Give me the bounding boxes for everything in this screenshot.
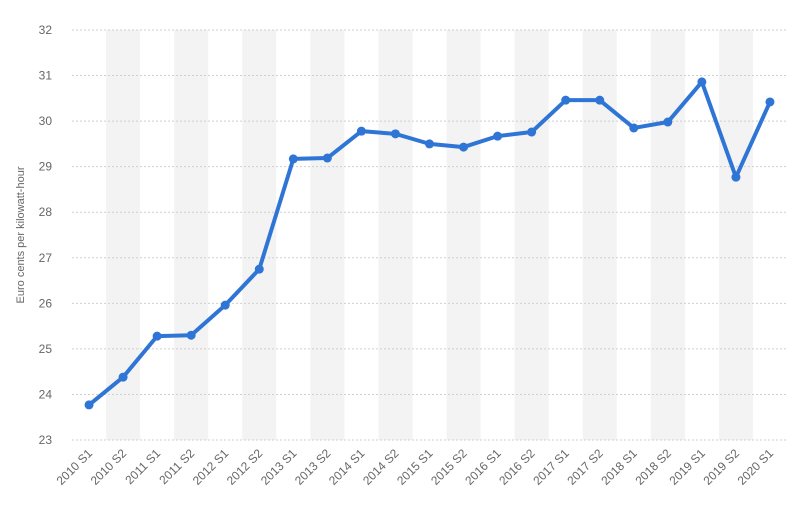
x-tick-label: 2010 S1 <box>54 446 96 488</box>
point <box>663 117 673 127</box>
x-tick-label: 2016 S1 <box>462 446 504 488</box>
x-tick-label: 2019 S1 <box>666 446 708 488</box>
y-tick-label: 23 <box>39 433 53 447</box>
point <box>254 264 264 274</box>
point <box>595 95 605 105</box>
y-tick-label: 32 <box>39 23 53 37</box>
x-tick-label: 2014 S1 <box>326 446 368 488</box>
band <box>310 30 345 440</box>
band <box>582 30 617 440</box>
x-tick-label: 2012 S1 <box>190 446 232 488</box>
x-tick-label: 2018 S2 <box>632 446 674 488</box>
y-tick-label: 30 <box>39 114 53 128</box>
x-tick-label: 2019 S2 <box>701 446 743 488</box>
point <box>697 77 707 87</box>
point <box>322 153 332 163</box>
point <box>220 300 230 310</box>
x-tick-label: 2012 S2 <box>224 446 266 488</box>
y-axis-label: Euro cents per kilowatt-hour <box>15 166 27 303</box>
band <box>718 30 753 440</box>
point <box>731 172 741 182</box>
y-tick-label: 29 <box>39 160 53 174</box>
x-tick-label: 2017 S2 <box>564 446 606 488</box>
x-tick-label: 2010 S2 <box>88 446 130 488</box>
y-tick-label: 25 <box>39 342 53 356</box>
x-tick-label: 2011 S2 <box>156 446 197 487</box>
band <box>174 30 209 440</box>
point <box>425 139 434 149</box>
x-tick-label: 2018 S1 <box>598 446 640 488</box>
band <box>106 30 141 440</box>
band <box>514 30 549 440</box>
x-tick-label: 2015 S2 <box>428 446 470 488</box>
point <box>527 127 537 137</box>
point <box>390 129 400 139</box>
point <box>118 372 128 382</box>
point <box>765 97 775 107</box>
point <box>288 154 298 164</box>
point <box>356 126 366 136</box>
x-tick-label: 2014 S2 <box>360 446 402 488</box>
band <box>650 30 685 440</box>
bands <box>106 30 753 440</box>
point <box>629 123 639 133</box>
point <box>493 131 503 141</box>
x-tick-label: 2011 S1 <box>122 446 163 487</box>
band <box>378 30 413 440</box>
x-tick-label: 2017 S1 <box>530 446 572 488</box>
point <box>152 331 162 341</box>
point <box>186 330 196 340</box>
y-tick-label: 28 <box>39 205 53 219</box>
x-tick-label: 2013 S1 <box>258 446 300 488</box>
x-tick-label: 2016 S2 <box>496 446 538 488</box>
y-tick-label: 31 <box>39 69 53 83</box>
band <box>446 30 481 440</box>
point <box>84 400 94 410</box>
x-tick-label: 2013 S2 <box>292 446 334 488</box>
y-tick-label: 24 <box>39 387 53 401</box>
y-tick-label: 26 <box>39 296 53 310</box>
point <box>561 95 571 105</box>
point <box>459 142 469 152</box>
x-tick-label: 2020 S1 <box>735 446 777 488</box>
x-tick-label: 2015 S1 <box>394 446 436 488</box>
y-tick-label: 27 <box>39 251 53 265</box>
